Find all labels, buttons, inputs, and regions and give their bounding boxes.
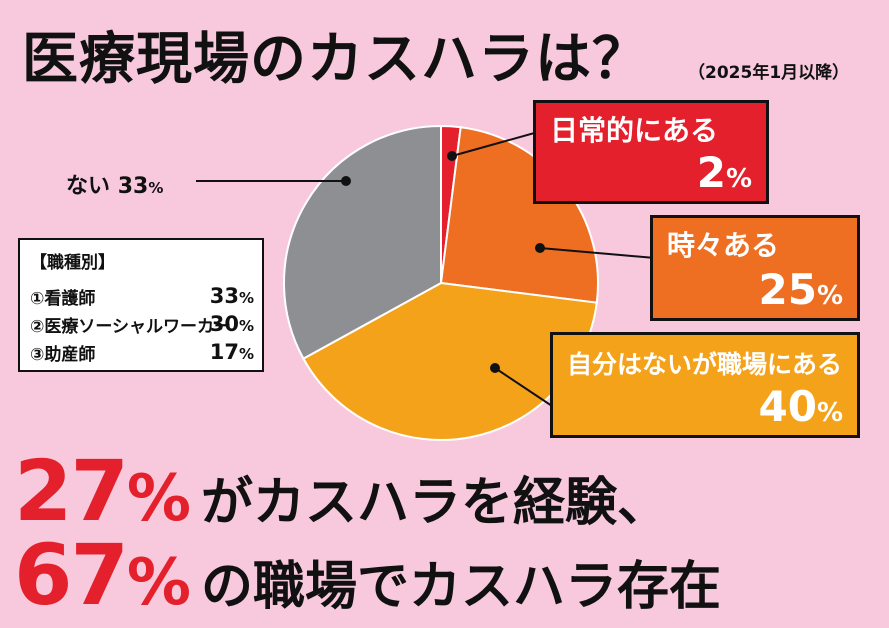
leader-dot-work: [490, 363, 500, 373]
leader-line-work: [494, 367, 556, 409]
job-value: 17%: [209, 340, 254, 364]
page-title: 医療現場のカスハラは？: [22, 27, 649, 92]
job-row: ③助産師 17%: [30, 340, 254, 368]
job-row: ②医療ソーシャルワーカー 30%: [30, 312, 254, 340]
slice-label-none: ない 33%: [66, 174, 164, 199]
job-value: 30%: [209, 312, 254, 336]
slice-label-daily: 日常的にある: [550, 114, 719, 147]
pie-slice-none: [283, 124, 442, 360]
job-value: 33%: [209, 284, 254, 308]
leader-dot-daily: [447, 151, 457, 161]
headline-number-1: 27%: [14, 442, 191, 540]
slice-label-sometimes: 時々ある: [667, 229, 780, 262]
headline-text-2: の職場でカスハラ存在: [201, 557, 722, 617]
callout-daily: 日常的にある 2%: [533, 100, 769, 204]
headline-text-1: がカスハラを経験、: [201, 473, 670, 533]
leader-line-daily: [451, 131, 539, 157]
headline-number-2: 67%: [14, 526, 191, 624]
page-subtitle: （2025年1月以降）: [688, 63, 850, 83]
job-name: ③助産師: [30, 345, 96, 365]
callout-sometimes: 時々ある 25%: [650, 215, 860, 321]
callout-workplace: 自分はないが職場にある 40%: [550, 332, 860, 438]
slice-value-workplace: 40%: [758, 382, 843, 431]
leader-dot-none: [341, 176, 351, 186]
job-type-box: 【職種別】 ①看護師 33% ②医療ソーシャルワーカー 30% ③助産師 17%: [18, 238, 264, 372]
headline-line-2: 67% の職場でカスハラ存在: [14, 526, 721, 624]
slice-value-daily: 2%: [696, 148, 752, 197]
headline-line-1: 27% がカスハラを経験、: [14, 442, 669, 540]
job-box-heading: 【職種別】: [30, 253, 115, 273]
leader-line-some: [539, 247, 656, 259]
job-name: ②医療ソーシャルワーカー: [30, 317, 232, 337]
job-row: ①看護師 33%: [30, 284, 254, 312]
job-name: ①看護師: [30, 289, 96, 309]
leader-dot-some: [535, 243, 545, 253]
slice-value-sometimes: 25%: [758, 265, 843, 314]
slice-label-workplace: 自分はないが職場にある: [567, 350, 843, 379]
slice-value-none: 33: [117, 174, 149, 199]
